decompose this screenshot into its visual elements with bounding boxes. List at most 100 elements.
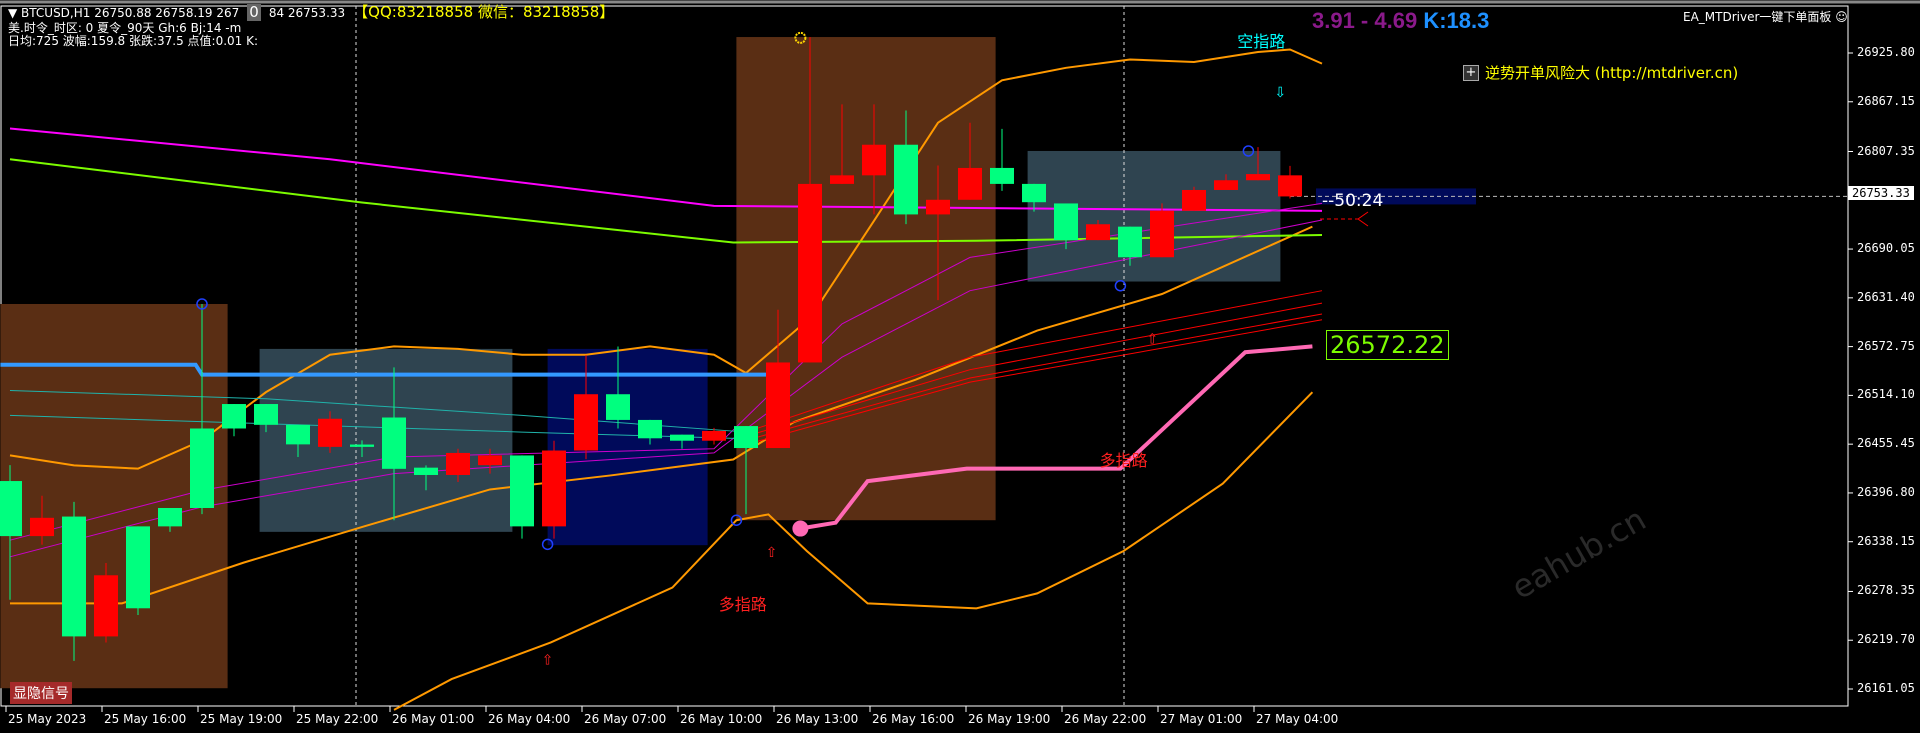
bear-candle xyxy=(318,418,342,447)
bull-candle xyxy=(190,428,214,508)
bear-candle xyxy=(1182,189,1206,211)
bull-candle xyxy=(638,419,662,439)
bear-candle xyxy=(958,167,982,200)
risk-text: 逆势开单风险大 (http://mtdriver.cn) xyxy=(1485,64,1739,82)
bull-candle xyxy=(1054,203,1078,241)
bear-candle xyxy=(574,394,598,451)
time-tick: 26 May 10:00 xyxy=(680,712,763,726)
signal-annotation: 空指路 xyxy=(1237,31,1286,51)
red-fan-4-line xyxy=(745,319,1323,446)
toggle-signal-button[interactable]: 显隐信号 xyxy=(10,682,72,704)
time-tick: 27 May 04:00 xyxy=(1256,712,1339,726)
bear-candle xyxy=(702,430,726,441)
pink-dot xyxy=(792,520,809,537)
time-tick: 26 May 13:00 xyxy=(776,712,859,726)
bear-candle xyxy=(542,450,566,527)
up-arrow-icon: ⇧ xyxy=(542,652,554,668)
time-tick: 27 May 01:00 xyxy=(1160,712,1243,726)
bull-candle xyxy=(286,424,310,445)
bear-candle xyxy=(862,144,886,176)
bear-candle xyxy=(1086,224,1110,241)
bear-candle xyxy=(1150,210,1174,258)
price-tick: 26807.35 xyxy=(1857,143,1915,158)
timezone-info: 美.时令_时区: 0 夏令_90天 Gh:6 Bj:14 -m xyxy=(8,21,242,35)
risk-warning[interactable]: + 逆势开单风险大 (http://mtdriver.cn) xyxy=(1463,62,1738,83)
bear-candle xyxy=(30,517,54,537)
last-value-label: 26572.22 xyxy=(1326,330,1449,360)
bull-candle xyxy=(1022,183,1046,203)
zone-box xyxy=(547,348,708,546)
price-tick: 26867.15 xyxy=(1857,93,1915,108)
pink-line-line xyxy=(800,344,1313,531)
bull-candle xyxy=(158,507,182,527)
bull-candle xyxy=(222,404,246,429)
time-tick: 25 May 19:00 xyxy=(200,712,283,726)
bull-candle xyxy=(382,417,406,469)
signal-circle-icon xyxy=(541,538,554,551)
price-tick: 26338.15 xyxy=(1857,533,1915,548)
bull-candle xyxy=(894,144,918,215)
price-tick: 26396.80 xyxy=(1857,484,1915,499)
price-tick: 26161.05 xyxy=(1857,681,1915,695)
time-tick: 25 May 2023 xyxy=(8,712,87,726)
signal-circle-icon xyxy=(196,298,208,310)
time-tick: 26 May 01:00 xyxy=(392,712,475,726)
range-display: 3.91 - 4.69 K:18.3 xyxy=(1312,8,1489,34)
price-tick: 26925.80 xyxy=(1857,45,1915,59)
up-arrow-icon: ⇧ xyxy=(1146,331,1158,347)
middle-band-line xyxy=(10,225,1313,605)
bear-candle xyxy=(926,199,950,215)
bull-candle xyxy=(990,167,1014,184)
k-value: K:18.3 xyxy=(1423,8,1490,33)
current-price-label: 26753.33 xyxy=(1848,186,1914,200)
bear-candle xyxy=(798,183,822,363)
symbol-info: ▼ BTCUSD,H1 26750.88 26758.19 267 0 84 2… xyxy=(8,4,614,21)
contact-text: 【QQ:83218858 微信：83218858】 xyxy=(353,3,615,21)
bull-candle xyxy=(254,404,278,425)
time-tick: 26 May 04:00 xyxy=(488,712,571,726)
plus-box-icon[interactable]: + xyxy=(1463,64,1479,81)
red-fan-3-line xyxy=(745,313,1323,441)
down-arrow-icon: ⇩ xyxy=(1274,85,1286,101)
price-tick: 26278.35 xyxy=(1857,583,1915,598)
signal-circle-icon xyxy=(730,514,743,526)
ea-panel-title[interactable]: EA_MTDriver一键下单面板 ☺ xyxy=(1683,10,1848,24)
bull-candle xyxy=(414,467,438,475)
time-tick: 25 May 22:00 xyxy=(296,712,379,726)
bull-candle xyxy=(734,426,758,449)
bull-candle xyxy=(1118,226,1142,258)
bar-countdown: --50:24 xyxy=(1322,191,1384,211)
bull-candle xyxy=(350,444,374,447)
up-arrow-icon: ⇧ xyxy=(766,545,778,561)
price-tick: 26455.45 xyxy=(1857,436,1915,451)
left-chevron-icon xyxy=(1357,211,1369,227)
bull-candle xyxy=(606,394,630,420)
overlay-zero: 0 xyxy=(247,3,261,21)
volatility-info: 日均:725 波幅:159.8 张跌:37.5 点值:0.01 K: xyxy=(8,34,259,48)
bull-candle xyxy=(510,455,534,527)
symbol-ohlc-rest: 84 26753.33 xyxy=(268,5,346,20)
red-fan-1-line xyxy=(745,290,1323,433)
bear-candle xyxy=(766,362,790,449)
time-tick: 26 May 19:00 xyxy=(968,712,1051,726)
blue-line-line xyxy=(0,362,769,377)
lower-band-line xyxy=(393,391,1314,711)
time-tick: 26 May 16:00 xyxy=(872,712,955,726)
signal-circle-icon xyxy=(1114,279,1127,292)
price-tick: 26572.75 xyxy=(1857,338,1915,353)
red-fan-2-line xyxy=(745,302,1323,437)
bull-candle xyxy=(126,526,150,609)
range-value: 3.91 - 4.69 xyxy=(1312,8,1418,33)
signal-annotation: 多指路 xyxy=(718,594,767,614)
bear-candle xyxy=(478,455,502,466)
sun-icon xyxy=(794,31,807,44)
signal-circle-icon xyxy=(1242,145,1255,157)
bear-candle xyxy=(1278,175,1302,197)
price-tick: 26690.05 xyxy=(1857,241,1915,256)
price-tick: 26631.40 xyxy=(1857,289,1915,304)
time-tick: 25 May 16:00 xyxy=(104,712,187,726)
price-tick: 26514.10 xyxy=(1857,387,1915,402)
bull-candle xyxy=(670,434,694,441)
price-tick: 26219.70 xyxy=(1857,632,1915,647)
